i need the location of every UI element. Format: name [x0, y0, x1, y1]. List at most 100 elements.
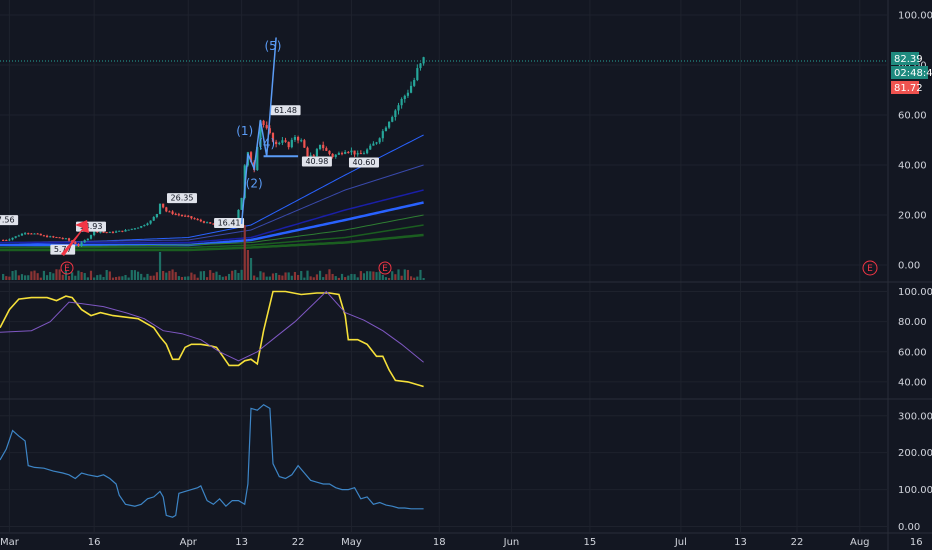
candle-body [152, 217, 155, 221]
volume-bar [384, 277, 388, 280]
x-tick-label: 16 [88, 537, 101, 548]
volume-bar [227, 273, 231, 280]
candle-body [168, 211, 171, 213]
volume-bar [130, 270, 133, 280]
volume-bar [381, 274, 384, 280]
volume-bar [353, 274, 356, 280]
x-tick-label: Jul [674, 537, 687, 548]
candle-body [202, 221, 206, 223]
price-tag-current-text: 82.39 [894, 54, 923, 65]
candle-body [146, 223, 149, 226]
candle-body [67, 238, 71, 241]
volume-bar [268, 276, 271, 280]
volume-bar [256, 277, 259, 280]
x-tick-label: Aug [850, 537, 870, 548]
volume-bar [209, 270, 212, 280]
volume-bar [174, 272, 177, 280]
volume-bar [158, 252, 162, 280]
volume-bar [334, 276, 337, 280]
candle-body [359, 153, 362, 155]
volume-bar [177, 276, 180, 280]
candle-body [149, 220, 152, 224]
candle-body [328, 150, 331, 154]
volume-bar [58, 269, 61, 280]
volume-bar [2, 273, 5, 280]
candle-body [397, 105, 400, 111]
indicator-line [0, 403, 424, 518]
earnings-marker-1[interactable]: E [60, 261, 74, 275]
volume-bar [413, 277, 416, 280]
candle-body [190, 216, 193, 219]
candle-body [24, 233, 27, 235]
earnings-marker-3[interactable]: E [862, 260, 878, 276]
price-annotation-text: 14.93 [80, 222, 103, 231]
candle-body [158, 203, 162, 215]
candle-body [184, 215, 187, 217]
candle-body [20, 233, 24, 236]
moving-average-line [0, 189, 424, 244]
volume-bar [369, 271, 372, 280]
candle-body [177, 214, 180, 216]
x-tick-label: May [341, 537, 362, 548]
wave-label: (4) [258, 137, 275, 151]
candle-body [419, 63, 422, 69]
candle-body [36, 233, 39, 235]
candle-body [86, 238, 89, 241]
candle-body [171, 211, 174, 214]
candle-body [83, 240, 86, 243]
volume-bar [237, 272, 240, 280]
x-tick-label: Jun [503, 537, 520, 548]
volume-bar [265, 276, 268, 280]
candle-body [80, 242, 83, 246]
volume-bar [337, 277, 340, 280]
candle-body [196, 219, 199, 221]
volume-bar [27, 275, 30, 280]
price-annotation: 26.35 [166, 193, 197, 204]
price-tag-countdown-text: 02:48:45 [894, 68, 932, 79]
candle-body [406, 92, 410, 96]
candle-body [337, 153, 340, 155]
volume-bar [108, 271, 111, 280]
candle-body [237, 209, 240, 222]
candle-body [17, 235, 20, 237]
volume-bar [80, 272, 83, 280]
candle-body [187, 215, 190, 217]
oscillator-layer [0, 290, 424, 388]
candle-body [275, 141, 278, 145]
x-tick-label: Mar [0, 537, 20, 548]
volume-bar [406, 269, 410, 280]
candle-body [155, 214, 158, 218]
candle-body [284, 140, 287, 142]
volume-bar [397, 269, 400, 280]
volume-bar [17, 275, 20, 280]
volume-bar [115, 276, 118, 280]
volume-bar [224, 276, 228, 280]
candle-body [334, 154, 337, 157]
volume-bar [350, 273, 353, 280]
volume-bar [111, 277, 115, 280]
candle-body [121, 230, 124, 232]
wave-path [240, 37, 277, 225]
candle-body [340, 153, 344, 155]
price-annotation-text: 16.41 [218, 218, 241, 227]
candle-body [403, 95, 406, 100]
y-tick-label: 60.00 [898, 347, 927, 358]
price-annotation-bg [214, 217, 245, 228]
volume-bar [240, 269, 243, 280]
candle-body [416, 68, 419, 81]
earnings-marker-2[interactable]: E [378, 261, 392, 275]
candle-body [353, 150, 356, 155]
volume-bar [89, 270, 93, 280]
candle-body [102, 231, 105, 233]
candle-body [99, 231, 102, 233]
candle-body [127, 229, 130, 231]
candle-body [293, 136, 297, 140]
price-annotation-text: 40.98 [305, 157, 328, 166]
y-tick-label: 40.00 [898, 377, 927, 388]
candle-body [312, 155, 315, 157]
volume-bar [74, 275, 77, 280]
candle-body [249, 152, 253, 163]
candle-body [300, 140, 303, 142]
volume-bar [387, 277, 391, 280]
